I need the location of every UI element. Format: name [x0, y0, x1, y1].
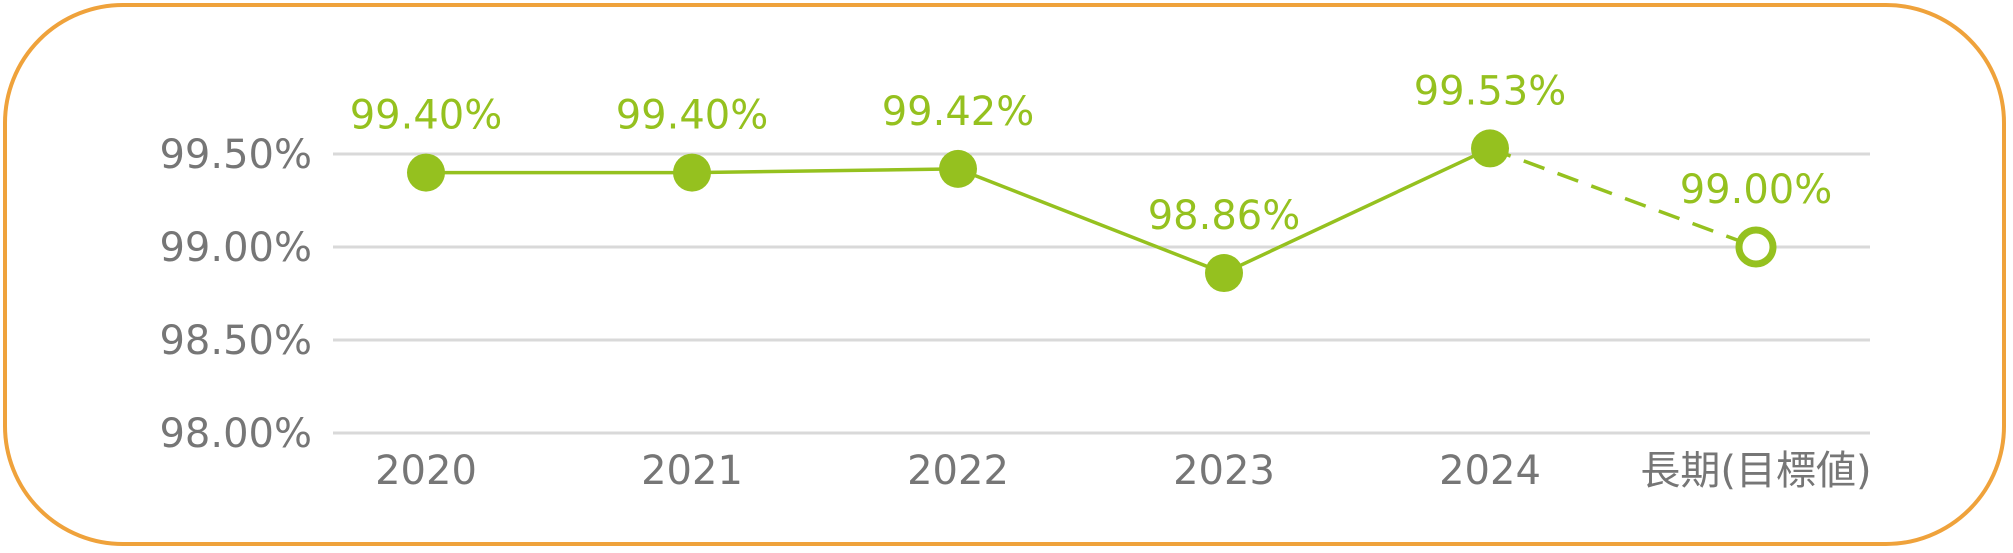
- x-tick-label: 長期(目標値): [1640, 448, 1871, 494]
- y-tick-label: 99.00%: [159, 225, 312, 271]
- data-point: [939, 149, 977, 188]
- x-tick-label: 2023: [1173, 448, 1275, 494]
- gridlines: [333, 152, 1870, 435]
- chart-frame: [3, 3, 2006, 546]
- y-tick-label: 99.50%: [159, 132, 312, 178]
- data-label: 98.86%: [1148, 193, 1301, 239]
- target-point: [1735, 226, 1777, 268]
- data-labels: 99.40% 99.40% 99.42% 98.86% 99.53% 99.00%: [350, 68, 1833, 239]
- y-tick-label: 98.00%: [159, 411, 312, 457]
- y-tick-label: 98.50%: [159, 318, 312, 364]
- data-label: 99.42%: [882, 89, 1035, 135]
- y-axis-ticks: 98.00% 98.50% 99.00% 99.50%: [159, 132, 312, 457]
- data-label: 99.53%: [1414, 68, 1567, 114]
- x-tick-label: 2024: [1439, 448, 1541, 494]
- series-line-target: [1489, 146, 1757, 249]
- x-axis-ticks: 2020 2021 2022 2023 2024 長期(目標値): [375, 448, 1872, 494]
- data-label: 99.40%: [350, 93, 503, 139]
- x-tick-label: 2022: [907, 448, 1009, 494]
- data-point: [673, 153, 711, 192]
- data-point: [1471, 129, 1509, 168]
- series-points: [407, 129, 1777, 293]
- x-tick-label: 2021: [641, 448, 743, 494]
- data-point: [407, 153, 445, 192]
- series-lines: [426, 146, 1757, 275]
- data-point: [1205, 254, 1243, 293]
- data-label: 99.00%: [1680, 167, 1833, 213]
- data-label: 99.40%: [616, 93, 769, 139]
- x-tick-label: 2020: [375, 448, 477, 494]
